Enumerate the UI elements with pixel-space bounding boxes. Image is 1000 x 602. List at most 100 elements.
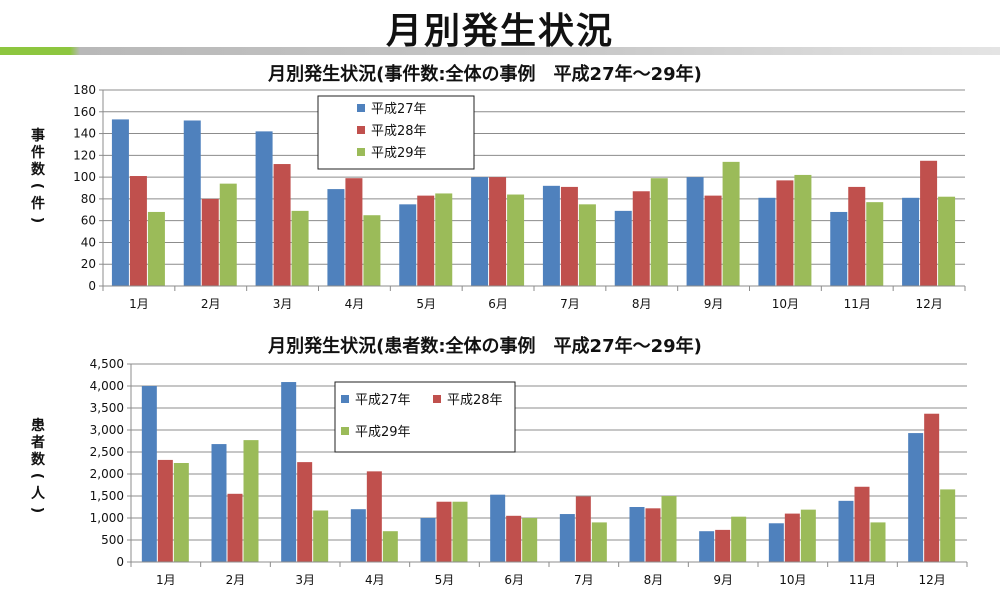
bar <box>452 501 468 562</box>
y-tick-label: 4,500 <box>90 357 124 371</box>
bar <box>211 444 227 562</box>
bar <box>489 177 507 286</box>
bar <box>920 160 938 286</box>
bar <box>768 523 784 562</box>
bar <box>435 193 453 286</box>
bar <box>848 186 866 286</box>
page-title: 月別発生状況 <box>385 11 614 52</box>
y-axis-label: 事 <box>31 127 45 144</box>
legend-swatch <box>357 104 365 112</box>
y-axis-label: 数 <box>31 451 46 468</box>
y-tick-label: 1,000 <box>90 511 124 525</box>
bar <box>776 180 794 286</box>
x-tick-label: 6月 <box>504 573 524 587</box>
x-tick-label: 11月 <box>849 573 876 587</box>
bar <box>382 531 398 562</box>
x-tick-label: 3月 <box>295 573 315 587</box>
bar <box>183 120 201 286</box>
incidents-chart: 月別発生状況(事件数:全体の事例 平成27年～29年) 0 20 40 60 80 100 1… <box>29 63 966 311</box>
legend: 平成27年平成28年平成29年 <box>334 381 516 453</box>
x-tick-label: 2月 <box>226 573 246 587</box>
bar <box>784 513 800 562</box>
x-tick-label: 8月 <box>632 297 652 311</box>
bar <box>147 211 165 286</box>
bar <box>255 131 273 286</box>
bar <box>629 507 645 562</box>
x-tick-label: 3月 <box>273 297 293 311</box>
bar <box>575 496 591 562</box>
bar <box>542 185 560 286</box>
y-axis-label: ) <box>29 217 45 223</box>
y-tick-label: 2,500 <box>90 445 124 459</box>
y-tick-label: 180 <box>73 83 96 97</box>
y-tick-label: 0 <box>88 279 96 293</box>
y-axis-label: 者 <box>31 435 45 451</box>
bar <box>436 501 452 562</box>
y-axis-label: 件 <box>31 195 45 212</box>
x-tick-label: 7月 <box>574 573 594 587</box>
y-tick-label: 20 <box>81 257 96 271</box>
y-tick-label: 140 <box>73 127 96 141</box>
title-divider-bar <box>0 47 1000 55</box>
bar <box>471 177 489 286</box>
bar <box>227 493 243 562</box>
y-tick-label: 60 <box>81 214 96 228</box>
y-tick-label: 120 <box>73 148 96 162</box>
y-tick-label: 1,500 <box>90 489 124 503</box>
legend-box <box>334 381 516 453</box>
bar <box>219 183 237 286</box>
bar <box>650 178 668 286</box>
bar <box>938 196 956 286</box>
bar <box>366 471 382 562</box>
bar <box>297 462 313 562</box>
bar <box>632 191 650 286</box>
bar <box>291 210 309 286</box>
bar <box>345 178 363 286</box>
bar <box>794 174 812 286</box>
bar <box>591 522 607 562</box>
bar <box>578 204 596 286</box>
y-tick-label: 3,500 <box>90 401 124 415</box>
y-axis-label: 数 <box>31 161 46 178</box>
y-tick-label: 2,000 <box>90 467 124 481</box>
legend-swatch <box>341 395 349 403</box>
y-axis-label: 患 <box>31 417 45 434</box>
y-tick-label: 160 <box>73 105 96 119</box>
y-axis-label: 人 <box>31 485 46 502</box>
bar <box>758 197 776 286</box>
bar <box>908 433 924 562</box>
legend-swatch <box>357 126 365 134</box>
bar <box>722 161 740 286</box>
plot-area <box>131 364 967 562</box>
y-tick-label: 40 <box>81 235 96 249</box>
x-tick-label: 5月 <box>435 573 455 587</box>
bar <box>417 195 435 286</box>
bar <box>399 204 417 286</box>
bar <box>686 177 704 286</box>
x-tick-label: 12月 <box>919 573 946 587</box>
bar <box>327 189 345 286</box>
legend-label: 平成27年 <box>371 102 427 117</box>
legend-label: 平成28年 <box>371 124 427 139</box>
bar <box>940 489 956 562</box>
plot-area <box>103 90 965 286</box>
legend-label: 平成29年 <box>355 425 411 440</box>
legend-label: 平成29年 <box>371 146 427 161</box>
bar <box>661 496 677 562</box>
x-tick-label: 12月 <box>915 297 942 311</box>
x-tick-label: 11月 <box>844 297 871 311</box>
bar <box>854 486 870 562</box>
bar <box>731 516 747 562</box>
y-axis-label: ( <box>29 183 45 189</box>
x-tick-label: 1月 <box>129 297 149 311</box>
bar <box>830 211 848 286</box>
bar <box>273 164 291 286</box>
bar <box>129 176 147 286</box>
bar <box>800 509 816 562</box>
y-tick-label: 100 <box>73 170 96 184</box>
bar <box>614 210 632 286</box>
bar <box>420 518 436 562</box>
y-axis-label: ( <box>29 473 45 479</box>
legend-label: 平成28年 <box>447 393 503 408</box>
